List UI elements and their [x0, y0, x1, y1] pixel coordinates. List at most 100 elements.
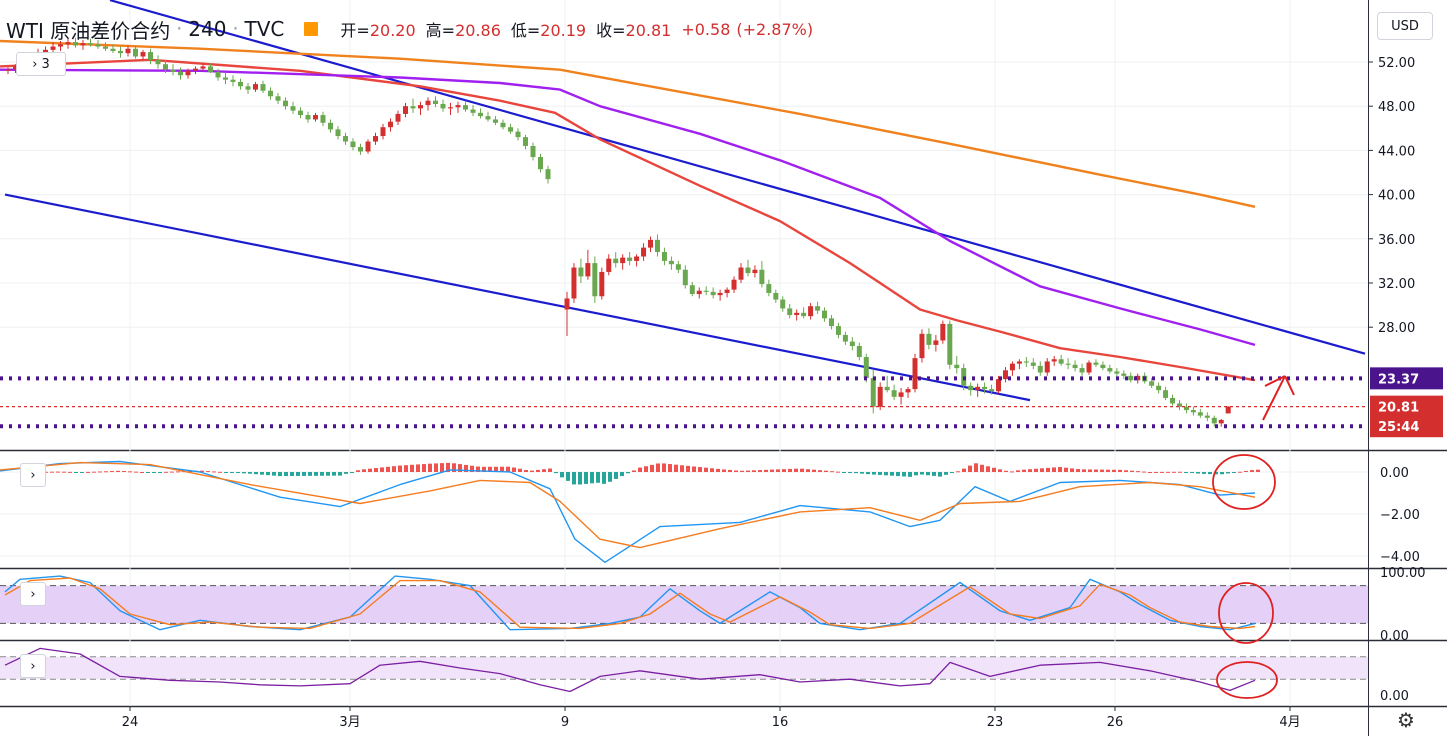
macd-histogram-bar — [914, 472, 918, 476]
macd-histogram-bar — [1130, 470, 1134, 472]
candle-body — [193, 68, 198, 71]
price-tag — [1370, 367, 1443, 390]
candle — [1016, 359, 1022, 370]
candle-body — [1016, 361, 1022, 364]
candle-body — [1170, 397, 1176, 404]
macd-histogram-bar — [470, 465, 474, 472]
macd-histogram-bar — [1190, 472, 1194, 473]
interval-label[interactable]: 240 — [188, 17, 227, 41]
macd-tick-label: 0.00 — [1380, 466, 1409, 481]
macd-histogram-bar — [602, 472, 606, 484]
chevron-right-icon: › — [30, 467, 36, 483]
candle-body — [1002, 370, 1008, 380]
candle-body — [290, 106, 296, 111]
macd-histogram-bar — [368, 468, 372, 472]
candle-body — [766, 284, 772, 293]
macd-histogram-bar — [752, 470, 756, 472]
macd-histogram-bar — [74, 472, 78, 473]
candle — [835, 322, 841, 339]
candle — [403, 102, 408, 118]
candle-body — [1030, 362, 1036, 366]
macd-histogram-bar — [1202, 472, 1206, 474]
candle-body — [787, 308, 793, 316]
macd-histogram-bar — [1226, 472, 1230, 474]
candle — [58, 41, 63, 51]
macd-histogram-bar — [560, 472, 564, 478]
macd-histogram-bar — [632, 470, 636, 472]
candle-body — [103, 46, 108, 49]
symbol-name[interactable]: WTI 原油差价合约 — [6, 18, 171, 43]
macd-histogram-bar — [494, 466, 498, 472]
candle-body — [891, 390, 897, 397]
flag-icon[interactable] — [304, 22, 319, 36]
candle — [245, 82, 251, 95]
candle — [470, 105, 476, 117]
candle — [320, 111, 326, 127]
candle — [654, 234, 660, 257]
change-value: +0.58 — [681, 19, 731, 39]
currency-button[interactable]: USD — [1377, 12, 1433, 40]
macd-histogram-bar — [1256, 469, 1260, 472]
candle-body — [975, 386, 981, 391]
gear-icon[interactable]: ⚙ — [1397, 708, 1415, 732]
candle — [268, 87, 273, 100]
macd-histogram-bar — [350, 472, 354, 473]
macd-histogram-bar — [56, 471, 60, 473]
candle-body — [80, 43, 86, 46]
candle-body — [724, 289, 730, 293]
candle-body — [125, 48, 131, 54]
macd-collapse-button[interactable]: › — [20, 463, 46, 487]
candle — [148, 48, 153, 65]
macd-histogram-bar — [422, 464, 426, 472]
candle-body — [1149, 381, 1155, 386]
macd-histogram-bar — [44, 471, 48, 473]
candle — [696, 287, 702, 299]
candle — [1211, 415, 1217, 427]
candle — [140, 49, 146, 60]
candle — [842, 331, 848, 345]
price-tick-label: 48.00 — [1378, 100, 1415, 115]
candle-body — [1009, 363, 1015, 371]
candle-body — [1156, 385, 1162, 391]
trendline — [109, 0, 1366, 355]
rsi-collapse-button[interactable]: › — [20, 654, 46, 678]
candle-body — [358, 147, 363, 152]
macd-histogram-bar — [902, 472, 906, 477]
candle-body — [313, 115, 318, 120]
candle-body — [599, 271, 605, 297]
candle — [538, 153, 543, 173]
candle-body — [433, 100, 438, 104]
candle — [200, 63, 206, 71]
macd-histogram-bar — [866, 472, 870, 475]
candle — [703, 286, 709, 296]
macd-histogram-bar — [770, 469, 774, 472]
candle — [571, 263, 577, 303]
price-tick-label: 32.00 — [1378, 277, 1415, 292]
macd-histogram-bar — [128, 471, 132, 473]
macd-histogram-bar — [782, 469, 786, 472]
chevron-right-icon: › — [30, 586, 36, 602]
macd-histogram-bar — [524, 470, 528, 472]
candle-body — [298, 110, 303, 116]
candle-body — [485, 116, 491, 120]
macd-histogram-bar — [248, 472, 252, 474]
candle-body — [1225, 406, 1231, 414]
macd-histogram-bar — [140, 471, 144, 473]
candle — [1044, 358, 1050, 376]
macd-histogram-bar — [212, 471, 216, 473]
candle — [689, 281, 695, 297]
candle — [230, 75, 236, 87]
candle — [1093, 359, 1099, 367]
candle-body — [1086, 362, 1092, 373]
candle — [592, 256, 598, 303]
candle-body — [493, 119, 498, 123]
candle-body — [5, 69, 11, 71]
macd-histogram-bar — [608, 472, 612, 482]
macd-histogram-bar — [890, 472, 894, 476]
candle-body — [1114, 371, 1120, 374]
macd-histogram-bar — [992, 467, 996, 472]
macd-histogram-bar — [158, 472, 162, 473]
stoch-collapse-button[interactable]: › — [20, 582, 46, 606]
toggle-studies-button[interactable]: › 3 — [16, 52, 66, 76]
